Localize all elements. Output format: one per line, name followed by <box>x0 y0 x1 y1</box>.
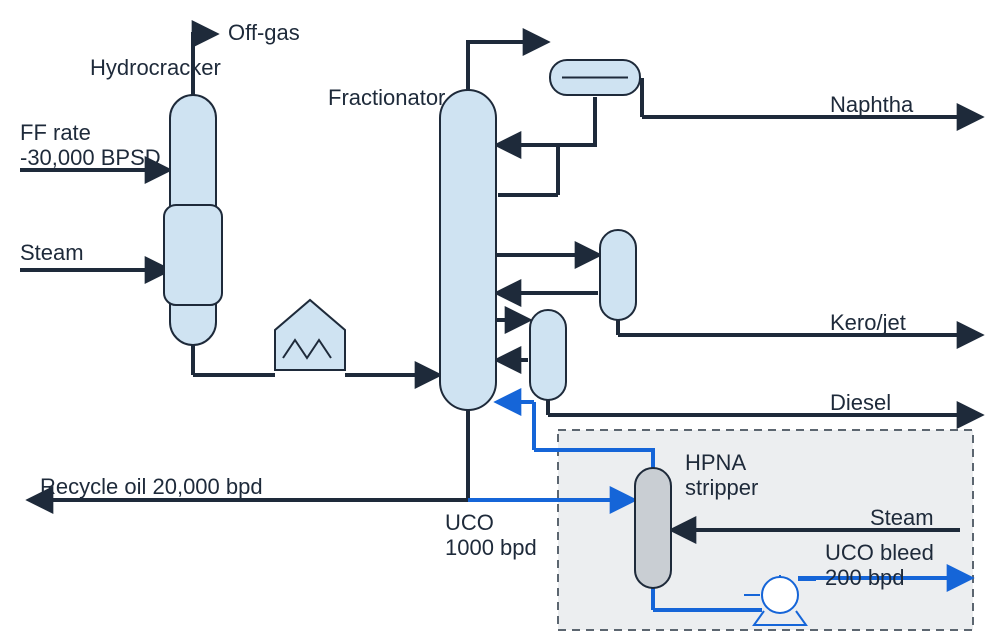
label-kerojet: Kero/jet <box>830 310 906 335</box>
label-hpna1: HPNA <box>685 450 746 475</box>
label-ffrate1: FF rate <box>20 120 91 145</box>
label-fractionator: Fractionator <box>328 85 445 110</box>
label-uco1: UCO <box>445 510 494 535</box>
vessel-hydrocracker-bulge <box>164 205 222 305</box>
vessel-hpna <box>635 468 671 588</box>
fired-heater-icon <box>275 300 345 370</box>
label-ucobleed2: 200 bpd <box>825 565 905 590</box>
label-uco2: 1000 bpd <box>445 535 537 560</box>
vessel-side2 <box>530 310 566 400</box>
process-flow-diagram: Off-gas Hydrocracker Fractionator FF rate-3… <box>0 0 1000 639</box>
label-ucobleed1: UCO bleed <box>825 540 934 565</box>
vessel-side1 <box>600 230 636 320</box>
label-hydrocracker: Hydrocracker <box>90 55 221 80</box>
vessel-fractionator <box>440 90 496 410</box>
label-diesel: Diesel <box>830 390 891 415</box>
label-naphtha: Naphtha <box>830 92 914 117</box>
label-steam1: Steam <box>20 240 84 265</box>
label-steam2: Steam <box>870 505 934 530</box>
label-hpna2: stripper <box>685 475 758 500</box>
label-ffrate2: -30,000 BPSD <box>20 145 161 170</box>
label-offgas: Off-gas <box>228 20 300 45</box>
label-recycle: Recycle oil 20,000 bpd <box>40 474 263 499</box>
